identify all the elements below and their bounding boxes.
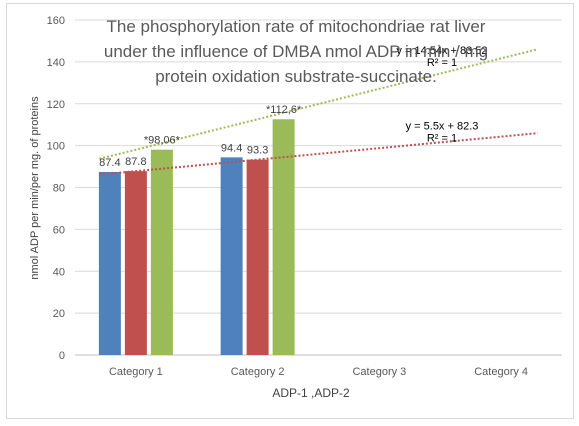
data-labels: 87.4 94.4 87.8 93.3 *98,06* *112,6* xyxy=(99,104,302,169)
y-tick-label: 0 xyxy=(59,350,65,362)
y-tick-label: 20 xyxy=(53,308,65,320)
bar xyxy=(272,119,295,356)
x-tick-label: Category 2 xyxy=(231,366,285,378)
x-tick-label: Category 4 xyxy=(474,366,528,378)
trendline xyxy=(99,132,538,176)
bar xyxy=(150,149,173,355)
bar xyxy=(220,157,243,355)
bar xyxy=(124,171,147,355)
bar xyxy=(98,172,121,355)
data-label: *112,6* xyxy=(266,104,302,116)
trendline-r-squared: R² = 1 xyxy=(427,133,457,145)
chart-title: The phosphorylation rate of mitochondria… xyxy=(104,17,488,86)
trendline-equation: y = 5.5x + 82.3 xyxy=(406,121,479,133)
x-tick-label: Category 1 xyxy=(109,366,163,378)
trendline-equation: y = 14.54x + 83.52 xyxy=(396,45,487,57)
data-label: 94.4 xyxy=(221,142,242,154)
y-tick-label: 160 xyxy=(47,15,65,27)
y-axis-title: nmol ADP per min/per mg. of proteins xyxy=(29,96,41,280)
trendline xyxy=(99,48,538,160)
y-tick-label: 60 xyxy=(53,224,65,236)
data-label: 93.3 xyxy=(247,145,268,157)
x-tick-label: Category 3 xyxy=(352,366,406,378)
bar xyxy=(246,159,269,355)
chart-title-line: under the influence of DMBA nmol ADP in … xyxy=(104,42,488,61)
chart-title-line: protein oxidation substrate-succinate. xyxy=(155,67,437,86)
bars xyxy=(98,119,295,356)
trendline-r-squared: R² = 1 xyxy=(427,57,457,69)
x-axis: Category 1 Category 2 Category 3 Category 4 xyxy=(109,366,528,378)
y-tick-label: 140 xyxy=(47,57,65,69)
chart-title-line: The phosphorylation rate of mitochondria… xyxy=(107,17,486,36)
y-tick-label: 40 xyxy=(53,266,65,278)
y-axis: 0 20 40 60 80 100 120 140 160 xyxy=(47,15,65,362)
y-tick-label: 100 xyxy=(47,141,65,153)
data-label: 87.4 xyxy=(99,157,120,169)
y-tick-label: 120 xyxy=(47,99,65,111)
data-label: 87.8 xyxy=(125,156,146,168)
data-label: *98,06* xyxy=(144,135,181,147)
y-tick-label: 80 xyxy=(53,183,65,195)
x-axis-title: ADP-1 ,ADP-2 xyxy=(272,386,350,400)
